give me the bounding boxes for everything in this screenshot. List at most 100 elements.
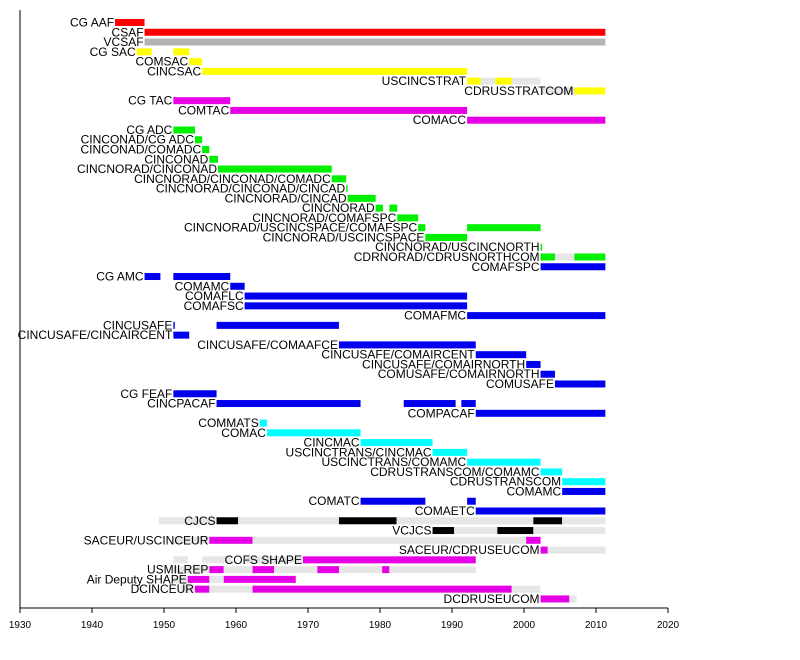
- bar-comafsc-0: [244, 302, 468, 310]
- row-label-saceur-uscinceur: SACEUR/USCINCEUR: [84, 533, 209, 547]
- bar-comacc-0: [467, 116, 606, 124]
- bar-vcjcs-1: [454, 527, 498, 535]
- bar-cjcs-5: [533, 517, 563, 525]
- bar-usmilrep-4: [274, 566, 318, 574]
- bar-comamc-0: [562, 487, 606, 495]
- row-label-cincnorad-cinconad-cincad: CINCNORAD/CINCONAD/CINCAD: [156, 182, 346, 196]
- row-label-cincnorad: CINCNORAD: [302, 201, 375, 215]
- bar-saceur-uscinceur-1: [209, 536, 253, 544]
- bar-comusafe-0: [554, 380, 606, 388]
- row-label-comacc: COMACC: [413, 113, 467, 127]
- x-tick-label-1990: 1990: [441, 620, 464, 631]
- bar-cincnorad-uscincspace-comafspc-0: [418, 224, 426, 232]
- bar-saceur-cdruseucom-1: [547, 546, 606, 554]
- row-label-comaetc: COMAETC: [415, 504, 475, 518]
- row-label-comsac: COMSAC: [136, 55, 189, 69]
- bar-cg-feaf-0: [173, 390, 217, 398]
- bar-dcinceur-3: [252, 585, 512, 593]
- bar-dcinceur-4: [511, 585, 541, 593]
- bar-uscincstrat-1: [480, 77, 496, 85]
- row-label-usmilrep: USMILREP: [147, 563, 208, 577]
- row-label-comtac: COMTAC: [178, 103, 229, 117]
- bar-cofs-shape-2: [245, 556, 303, 564]
- bar-cjcs-4: [396, 517, 534, 525]
- bar-dcinceur-0: [180, 585, 195, 593]
- row-label-cincnorad-uscincnorth: CINCNORAD/USCINCNORTH: [375, 240, 539, 254]
- bar-comaetc-0: [475, 507, 606, 515]
- bar-cincpacaf-0: [216, 400, 361, 408]
- row-label-cincusafe-comaafce: CINCUSAFE/COMAAFCE: [197, 338, 338, 352]
- bar-dcinceur-2: [209, 585, 253, 593]
- row-label-dcdruseucom: DCDRUSEUCOM: [444, 592, 540, 606]
- row-label-uscinctrans-comamc: USCINCTRANS/COMAMC: [321, 455, 466, 469]
- bar-cdrnorad-cdrusnorthcom-0: [540, 253, 555, 261]
- bar-cdrustranscom-0: [562, 478, 606, 486]
- bar-cjcs-3: [338, 517, 397, 525]
- bar-compacaf-0: [475, 409, 606, 417]
- x-tick-label-1960: 1960: [225, 620, 248, 631]
- bar-cjcs-1: [216, 517, 239, 525]
- bar-cinconad-comadc-0: [202, 146, 210, 154]
- bar-vcjcs-0: [432, 527, 455, 535]
- bar-cincusafe-comaircent-0: [475, 351, 527, 359]
- row-label-cincnorad-uscincspace: CINCNORAD/USCINCSPACE: [263, 230, 425, 244]
- row-label-cg-amc: CG AMC: [96, 270, 144, 284]
- bar-cincnorad-uscincnorth-0: [540, 243, 542, 251]
- bar-usmilrep-0: [173, 566, 210, 574]
- row-label-comafsc: COMAFSC: [184, 299, 244, 313]
- bar-uscincstrat-0: [467, 77, 481, 85]
- bar-comac-0: [266, 429, 361, 437]
- bar-comaflc-0: [244, 292, 468, 300]
- bar-cincnorad-1: [389, 204, 398, 212]
- bar-cg-aaf-0: [115, 19, 145, 26]
- bar-air-deputy-shape-3: [223, 575, 296, 583]
- row-label-vcjcs: VCJCS: [392, 524, 431, 538]
- row-label-cincusafe-comaircent: CINCUSAFE/COMAIRCENT: [321, 348, 475, 362]
- bar-cincusafe-1: [216, 321, 339, 329]
- bar-vcjcs-2: [497, 527, 534, 535]
- bar-cg-tac-0: [173, 97, 231, 105]
- bar-cincpacaf-2: [461, 400, 476, 408]
- bar-comafmc-0: [467, 312, 606, 320]
- bar-cjcs-0: [158, 517, 217, 525]
- row-label-comafmc: COMAFMC: [404, 309, 466, 323]
- row-label-cdrnorad-cdrusnorthcom: CDRNORAD/CDRUSNORTHCOM: [354, 250, 540, 264]
- row-label-cg-sac: CG SAC: [90, 45, 136, 59]
- row-label-comusafe: COMUSAFE: [486, 377, 554, 391]
- row-label-comaflc: COMAFLC: [185, 289, 244, 303]
- bar-cinconad-cg-adc-0: [194, 136, 203, 144]
- bar-usmilrep-2: [223, 566, 253, 574]
- bar-vcsaf-0: [144, 38, 606, 46]
- bar-vcjcs-3: [533, 527, 606, 535]
- row-label-cinconad-comadc: CINCONAD/COMADC: [80, 143, 201, 157]
- bar-air-deputy-shape-1: [187, 575, 210, 583]
- bar-commats-0: [259, 419, 267, 427]
- row-label-uscincstrat: USCINCSTRAT: [382, 74, 467, 88]
- bars-layer: [115, 19, 606, 603]
- bar-usmilrep-3: [252, 566, 275, 574]
- row-label-cg-feaf: CG FEAF: [120, 387, 172, 401]
- x-tick-label-1970: 1970: [297, 620, 320, 631]
- row-label-cincnorad-uscincspace-comafspc: CINCNORAD/USCINCSPACE/COMAFSPC: [184, 221, 417, 235]
- bar-usmilrep-6: [338, 566, 383, 574]
- bar-comsac-0: [189, 58, 203, 66]
- bar-cjcs-2: [238, 517, 339, 525]
- bar-air-deputy-shape-2: [209, 575, 224, 583]
- x-tick-label-1980: 1980: [369, 620, 392, 631]
- row-label-cjcs: CJCS: [184, 514, 215, 528]
- row-label-comusafe-comairnorth: COMUSAFE/COMAIRNORTH: [378, 367, 540, 381]
- row-label-cincpacaf: CINCPACAF: [147, 397, 215, 411]
- bar-cdrnorad-cdrusnorthcom-1: [554, 253, 575, 261]
- bar-comamc-0: [230, 282, 245, 290]
- bar-cincnorad-0: [375, 204, 383, 212]
- bar-dcdruseucom-1: [569, 595, 577, 603]
- x-tick-label-2020: 2020: [657, 620, 680, 631]
- bar-cdrnorad-cdrusnorthcom-2: [574, 253, 606, 261]
- row-label-cincnorad-cincad: CINCNORAD/CINCAD: [225, 191, 347, 205]
- row-label-cg-tac: CG TAC: [128, 94, 173, 108]
- bar-uscinctrans-cincmac-0: [432, 448, 468, 456]
- bar-comafspc-0: [540, 263, 606, 271]
- x-tick-label-1940: 1940: [81, 620, 104, 631]
